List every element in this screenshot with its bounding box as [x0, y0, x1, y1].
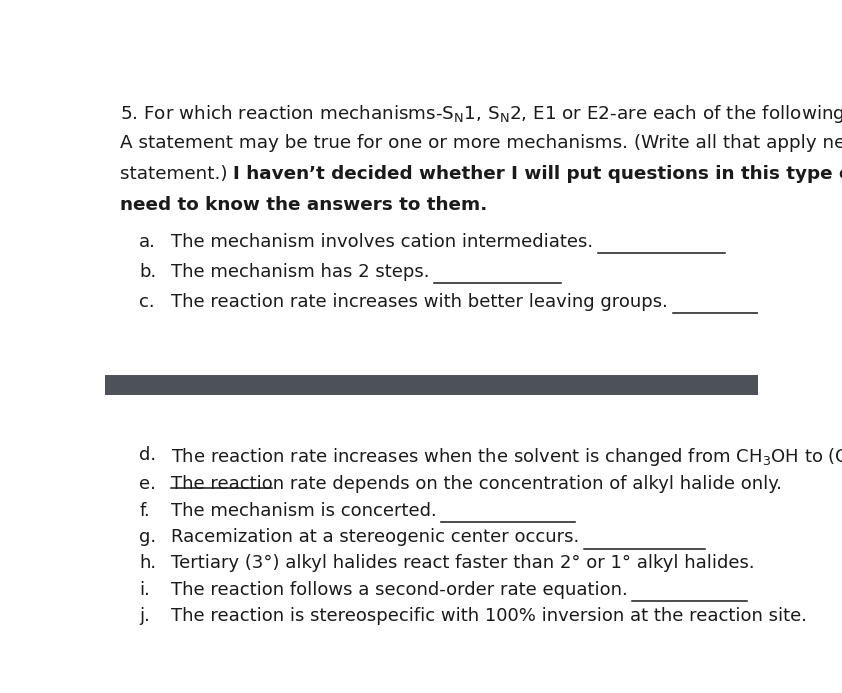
Text: d.: d. [139, 446, 157, 464]
Text: The reaction is stereospecific with 100% inversion at the reaction site.: The reaction is stereospecific with 100%… [170, 607, 807, 625]
Text: h.: h. [139, 554, 157, 572]
Text: g.: g. [139, 528, 157, 546]
FancyBboxPatch shape [105, 374, 758, 395]
Text: Tertiary (3°) alkyl halides react faster than 2° or 1° alkyl halides.: Tertiary (3°) alkyl halides react faster… [170, 554, 754, 572]
Text: The mechanism involves cation intermediates.: The mechanism involves cation intermedia… [170, 233, 593, 251]
Text: The reaction rate increases when the solvent is changed from CH$_3$OH to (CH$_3$: The reaction rate increases when the sol… [170, 446, 842, 468]
Text: c.: c. [139, 292, 155, 310]
Text: 5. For which reaction mechanisms-S$_\mathrm{N}$1, S$_\mathrm{N}$2, E1 or E2-are : 5. For which reaction mechanisms-S$_\mat… [120, 103, 842, 125]
Text: j.: j. [139, 607, 150, 625]
Text: f.: f. [139, 502, 150, 520]
Text: Racemization at a stereogenic center occurs.: Racemization at a stereogenic center occ… [170, 528, 578, 546]
Text: need to know the answers to them.: need to know the answers to them. [120, 196, 487, 214]
Text: The reaction follows a second-order rate equation.: The reaction follows a second-order rate… [170, 581, 627, 599]
Text: b.: b. [139, 263, 157, 281]
Text: The reaction rate increases with better leaving groups.: The reaction rate increases with better … [170, 292, 668, 310]
Text: The mechanism is concerted.: The mechanism is concerted. [170, 502, 436, 520]
Text: a.: a. [139, 233, 156, 251]
Text: I haven’t decided whether I will put questions in this type of format, but you s: I haven’t decided whether I will put que… [233, 166, 842, 184]
Text: A statement may be true for one or more mechanisms. (Write all that apply next t: A statement may be true for one or more … [120, 134, 842, 152]
Text: i.: i. [139, 581, 150, 599]
Text: The mechanism has 2 steps.: The mechanism has 2 steps. [170, 263, 429, 281]
Text: statement.): statement.) [120, 166, 233, 184]
Text: e.: e. [139, 475, 156, 493]
Text: The reaction rate depends on the concentration of alkyl halide only.: The reaction rate depends on the concent… [170, 475, 781, 493]
